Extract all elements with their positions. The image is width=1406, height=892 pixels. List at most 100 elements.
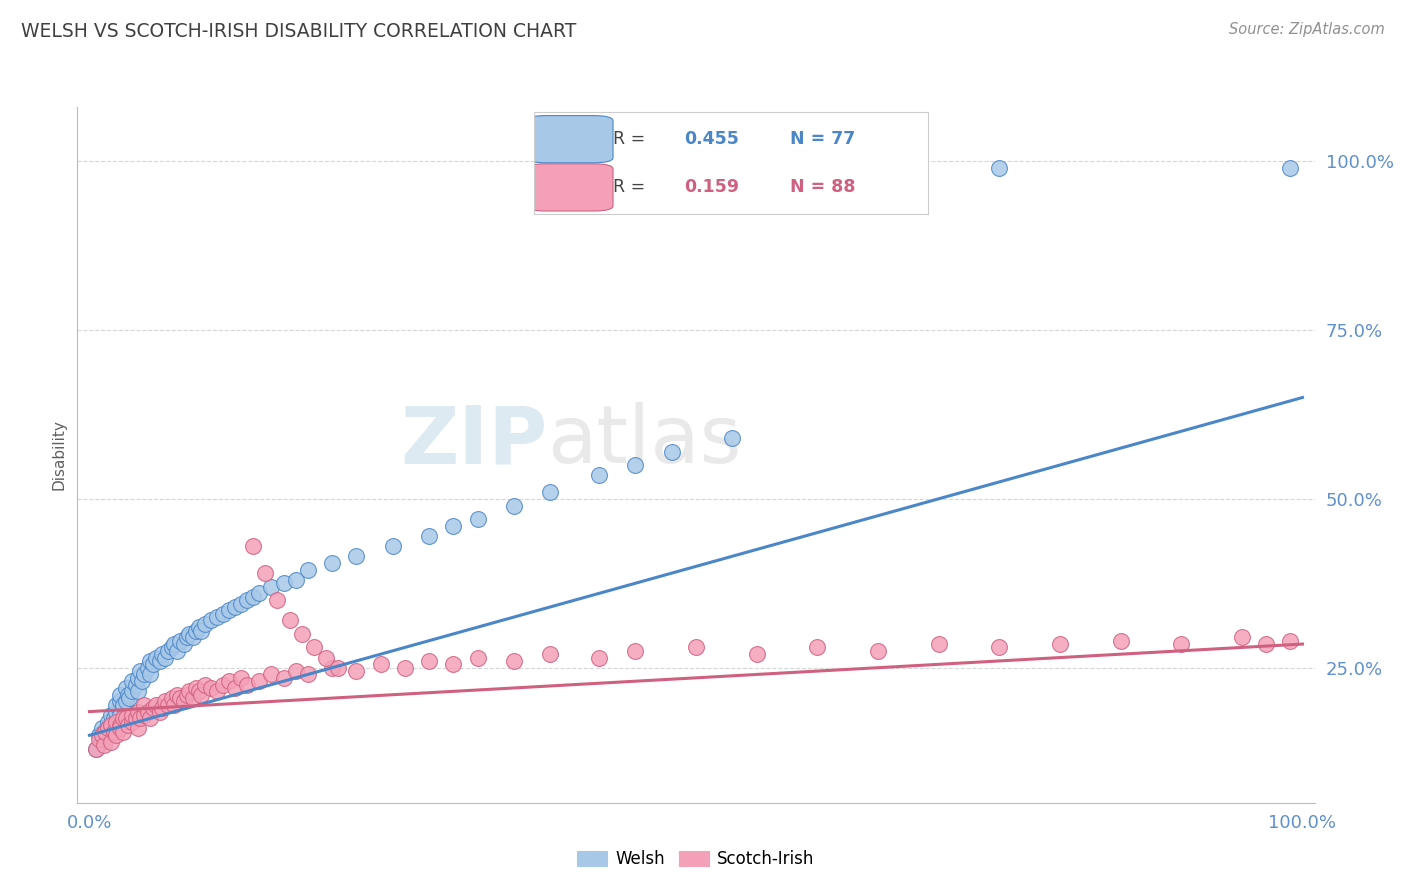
Point [344,664,367,678]
Point [1254,637,1277,651]
Point [108,688,131,702]
Point [284,664,307,678]
Point [103,718,125,732]
Point [100,735,122,749]
Point [149,705,172,719]
Point [129,664,152,678]
Point [100,708,122,723]
Point [503,654,526,668]
Point [247,674,270,689]
Point [229,597,252,611]
Point [139,711,162,725]
Point [173,694,195,708]
Point [105,698,128,712]
Point [418,529,440,543]
Point [97,722,120,736]
Point [160,691,183,706]
Point [1230,630,1253,644]
Point [115,681,138,695]
Point [721,431,744,445]
Point [685,640,707,655]
Point [441,657,464,672]
Point [194,677,217,691]
Point [136,661,159,675]
Point [115,694,138,708]
Point [176,688,198,702]
Point [928,637,950,651]
Point [661,444,683,458]
Point [84,741,107,756]
Point [94,731,117,746]
Point [124,711,146,725]
Point [115,711,138,725]
Point [190,688,212,702]
Point [150,701,173,715]
Point [97,722,120,736]
Point [132,708,155,723]
Point [344,549,367,564]
Point [278,614,301,628]
Point [90,735,112,749]
Point [205,684,228,698]
Point [89,728,111,742]
Point [117,688,139,702]
Point [190,624,212,638]
Point [260,667,283,681]
Point [153,694,176,708]
Point [247,586,270,600]
Point [624,644,647,658]
Point [588,468,610,483]
Point [105,705,128,719]
Point [1170,637,1192,651]
Point [145,698,167,712]
Point [1279,633,1302,648]
Point [121,714,143,729]
Point [90,722,112,736]
Point [121,708,143,723]
Point [127,671,149,685]
Point [93,724,115,739]
Point [503,499,526,513]
Point [103,711,125,725]
Point [988,640,1011,655]
Point [988,161,1011,175]
Point [394,661,416,675]
Point [260,580,283,594]
Legend: Welsh, Scotch-Irish: Welsh, Scotch-Irish [571,843,821,874]
Point [624,458,647,472]
Point [84,741,107,756]
Point [224,599,246,614]
Point [176,630,198,644]
Point [236,677,259,691]
Point [866,644,889,658]
Point [112,698,135,712]
Text: R =: R = [613,178,651,196]
Point [173,637,195,651]
Point [321,661,343,675]
Point [127,705,149,719]
Point [124,677,146,691]
Point [181,691,204,706]
Point [112,711,135,725]
Point [166,644,188,658]
Point [1279,161,1302,175]
Point [108,722,131,736]
Point [139,667,162,681]
Text: 0.455: 0.455 [683,130,738,148]
Point [150,647,173,661]
Text: atlas: atlas [547,402,742,480]
Point [218,603,240,617]
Point [132,667,155,681]
Point [266,593,288,607]
Point [273,671,295,685]
Point [89,731,111,746]
Point [315,650,337,665]
Point [149,654,172,668]
Point [187,620,209,634]
Point [169,691,191,706]
Point [467,650,489,665]
Point [105,728,128,742]
Point [108,708,131,723]
Point [418,654,440,668]
Point [139,654,162,668]
